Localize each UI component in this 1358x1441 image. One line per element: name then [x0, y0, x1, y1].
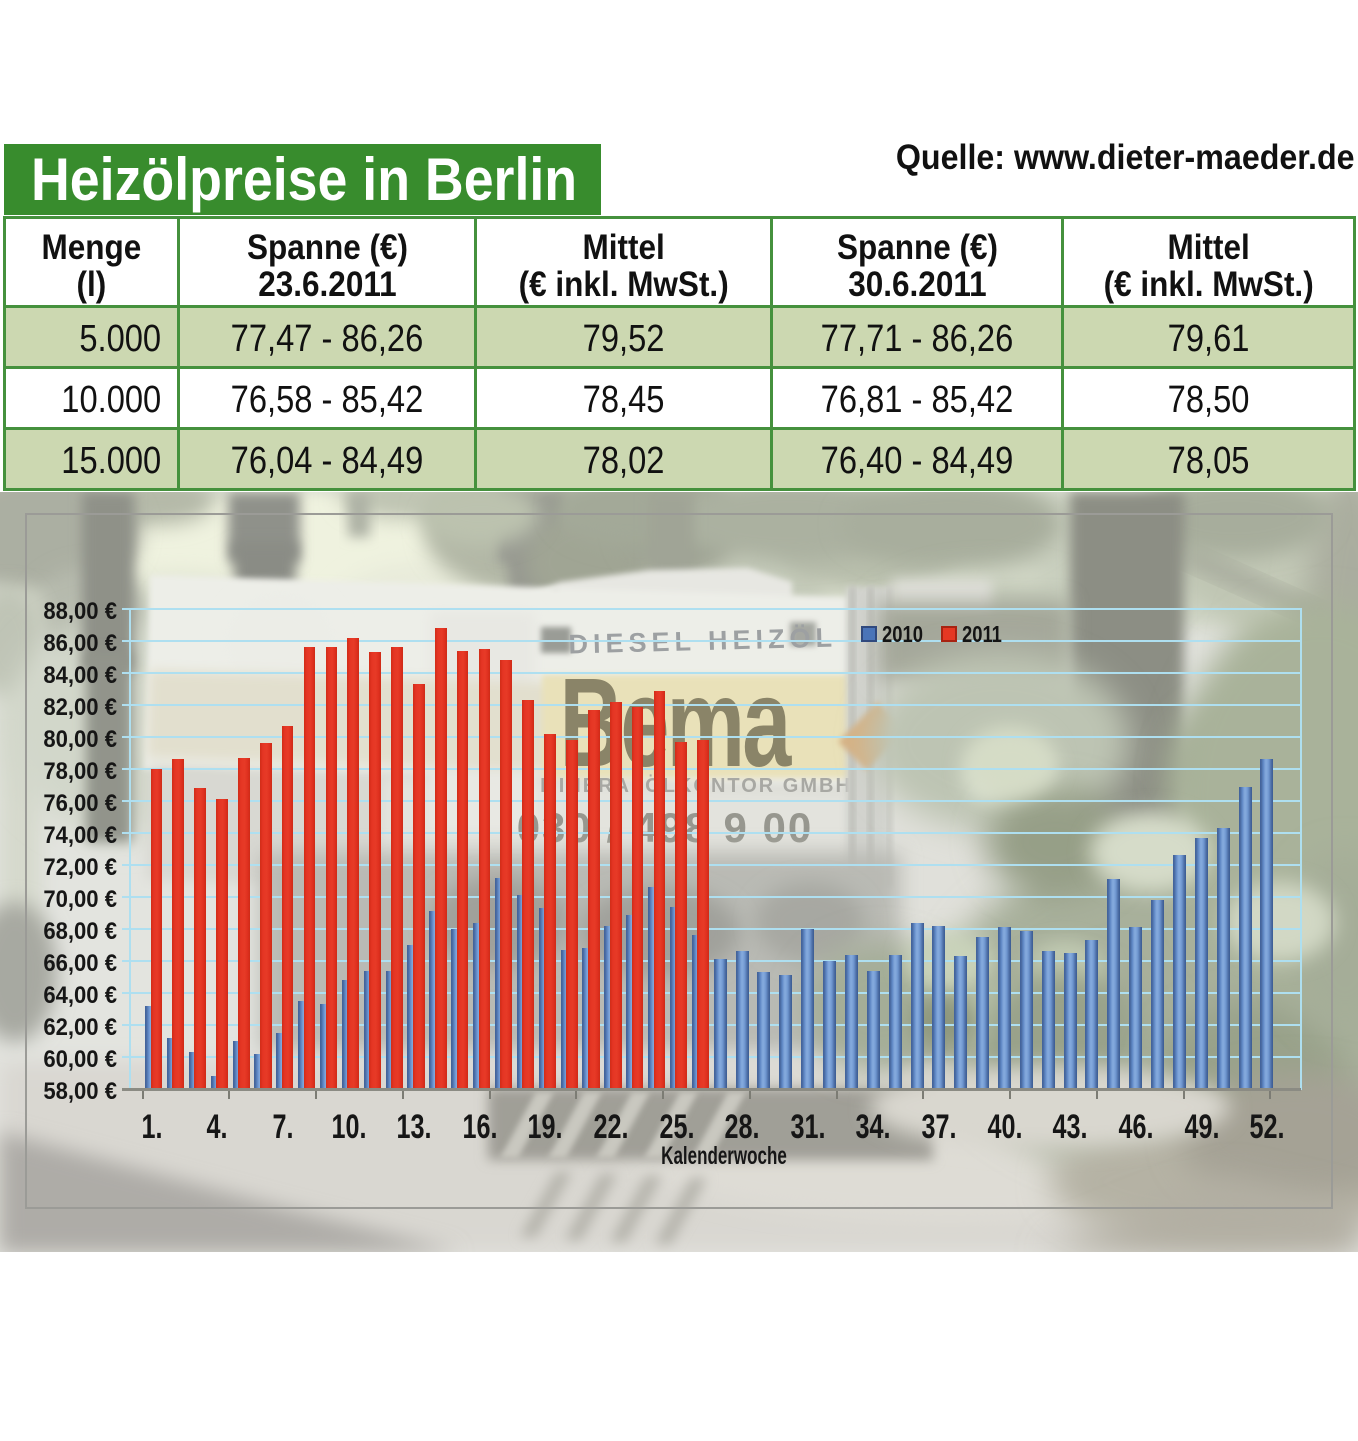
svg-text:MINERALÖLKONTOR GMBH: MINERALÖLKONTOR GMBH [540, 774, 852, 797]
